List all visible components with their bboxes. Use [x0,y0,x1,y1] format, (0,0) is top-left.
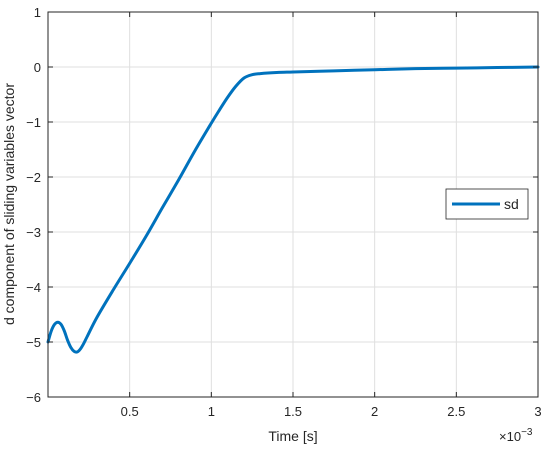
y-tick-label: −4 [26,280,41,295]
x-tick-label: 0.5 [121,404,139,419]
x-axis-exponent-power: −3 [521,427,533,438]
y-tick-label: 0 [34,60,41,75]
x-tick-label: 1.5 [284,404,302,419]
x-tick-label: 2 [371,404,378,419]
series-line-sd [46,65,540,354]
y-axis-title: d component of sliding variables vector [1,83,17,325]
y-tick-label: −6 [26,390,41,405]
y-tick-label: 1 [34,5,41,20]
y-tick-label: −1 [26,115,41,130]
legend: sd [445,188,529,220]
x-tick-label: 1 [208,404,215,419]
x-axis-exponent-base: ×10 [499,429,521,444]
x-tick-label: 2.5 [447,404,465,419]
y-tick-label: −3 [26,225,41,240]
x-tick-label: 3 [534,404,541,419]
x-axis-title: Time [s] [268,428,317,444]
y-tick-label: −2 [26,170,41,185]
legend-label-sd: sd [504,196,519,212]
y-tick-label: −5 [26,335,41,350]
axis-ticks: 0.5 1 1.5 2 2.5 3 −6 −5 −4 −3 −2 −1 0 1 [26,5,541,419]
x-axis-exponent: ×10−3 [499,427,533,444]
